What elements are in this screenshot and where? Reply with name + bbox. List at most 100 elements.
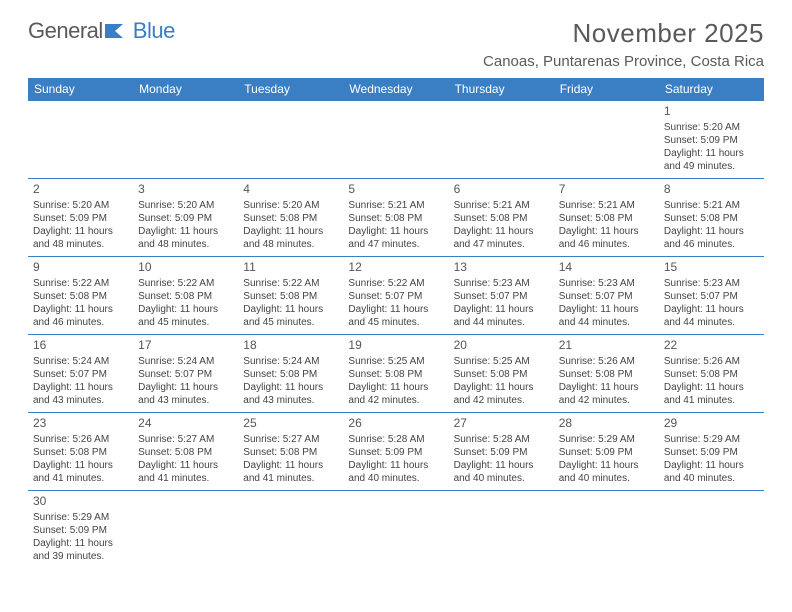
calendar-cell: 8Sunrise: 5:21 AMSunset: 5:08 PMDaylight… <box>659 179 764 257</box>
day-number: 30 <box>33 494 128 510</box>
calendar-cell: 20Sunrise: 5:25 AMSunset: 5:08 PMDayligh… <box>449 335 554 413</box>
calendar-cell: 9Sunrise: 5:22 AMSunset: 5:08 PMDaylight… <box>28 257 133 335</box>
calendar-cell: 21Sunrise: 5:26 AMSunset: 5:08 PMDayligh… <box>554 335 659 413</box>
day-header: Saturday <box>659 78 764 101</box>
day-number: 24 <box>138 416 233 432</box>
day-number: 7 <box>559 182 654 198</box>
day-info: Sunrise: 5:20 AMSunset: 5:09 PMDaylight:… <box>664 121 759 173</box>
day-number: 9 <box>33 260 128 276</box>
logo-text-1: General <box>28 18 103 44</box>
calendar-cell-empty <box>238 491 343 569</box>
day-number: 11 <box>243 260 338 276</box>
day-number: 26 <box>348 416 443 432</box>
calendar-cell: 25Sunrise: 5:27 AMSunset: 5:08 PMDayligh… <box>238 413 343 491</box>
day-number: 29 <box>664 416 759 432</box>
day-info: Sunrise: 5:20 AMSunset: 5:09 PMDaylight:… <box>33 199 128 251</box>
calendar-cell: 30Sunrise: 5:29 AMSunset: 5:09 PMDayligh… <box>28 491 133 569</box>
day-info: Sunrise: 5:29 AMSunset: 5:09 PMDaylight:… <box>664 433 759 485</box>
day-header: Monday <box>133 78 238 101</box>
day-number: 12 <box>348 260 443 276</box>
calendar-cell: 24Sunrise: 5:27 AMSunset: 5:08 PMDayligh… <box>133 413 238 491</box>
day-info: Sunrise: 5:22 AMSunset: 5:08 PMDaylight:… <box>243 277 338 329</box>
page-title: November 2025 <box>483 18 764 49</box>
day-number: 25 <box>243 416 338 432</box>
calendar-cell: 14Sunrise: 5:23 AMSunset: 5:07 PMDayligh… <box>554 257 659 335</box>
calendar-cell-empty <box>449 491 554 569</box>
day-number: 27 <box>454 416 549 432</box>
day-number: 23 <box>33 416 128 432</box>
calendar-cell: 22Sunrise: 5:26 AMSunset: 5:08 PMDayligh… <box>659 335 764 413</box>
day-number: 16 <box>33 338 128 354</box>
calendar-cell: 2Sunrise: 5:20 AMSunset: 5:09 PMDaylight… <box>28 179 133 257</box>
day-info: Sunrise: 5:27 AMSunset: 5:08 PMDaylight:… <box>138 433 233 485</box>
day-info: Sunrise: 5:21 AMSunset: 5:08 PMDaylight:… <box>559 199 654 251</box>
calendar-cell-empty <box>449 101 554 179</box>
calendar-cell: 26Sunrise: 5:28 AMSunset: 5:09 PMDayligh… <box>343 413 448 491</box>
day-info: Sunrise: 5:28 AMSunset: 5:09 PMDaylight:… <box>348 433 443 485</box>
day-header: Wednesday <box>343 78 448 101</box>
day-info: Sunrise: 5:22 AMSunset: 5:08 PMDaylight:… <box>138 277 233 329</box>
day-info: Sunrise: 5:22 AMSunset: 5:07 PMDaylight:… <box>348 277 443 329</box>
calendar-cell-empty <box>28 101 133 179</box>
day-info: Sunrise: 5:26 AMSunset: 5:08 PMDaylight:… <box>33 433 128 485</box>
day-info: Sunrise: 5:20 AMSunset: 5:08 PMDaylight:… <box>243 199 338 251</box>
day-number: 4 <box>243 182 338 198</box>
logo-text-2: Blue <box>133 18 175 44</box>
calendar-cell: 3Sunrise: 5:20 AMSunset: 5:09 PMDaylight… <box>133 179 238 257</box>
calendar-cell: 28Sunrise: 5:29 AMSunset: 5:09 PMDayligh… <box>554 413 659 491</box>
day-info: Sunrise: 5:25 AMSunset: 5:08 PMDaylight:… <box>348 355 443 407</box>
calendar-cell-empty <box>238 101 343 179</box>
header: General Blue November 2025 Canoas, Puntar… <box>28 18 764 70</box>
day-info: Sunrise: 5:20 AMSunset: 5:09 PMDaylight:… <box>138 199 233 251</box>
calendar-cell-empty <box>554 101 659 179</box>
day-info: Sunrise: 5:26 AMSunset: 5:08 PMDaylight:… <box>664 355 759 407</box>
day-header: Sunday <box>28 78 133 101</box>
day-info: Sunrise: 5:27 AMSunset: 5:08 PMDaylight:… <box>243 433 338 485</box>
flag-icon <box>105 22 131 40</box>
calendar-cell: 15Sunrise: 5:23 AMSunset: 5:07 PMDayligh… <box>659 257 764 335</box>
day-info: Sunrise: 5:21 AMSunset: 5:08 PMDaylight:… <box>348 199 443 251</box>
day-info: Sunrise: 5:22 AMSunset: 5:08 PMDaylight:… <box>33 277 128 329</box>
day-info: Sunrise: 5:21 AMSunset: 5:08 PMDaylight:… <box>664 199 759 251</box>
calendar-row: 16Sunrise: 5:24 AMSunset: 5:07 PMDayligh… <box>28 335 764 413</box>
day-number: 17 <box>138 338 233 354</box>
day-info: Sunrise: 5:29 AMSunset: 5:09 PMDaylight:… <box>33 511 128 563</box>
day-number: 21 <box>559 338 654 354</box>
day-number: 10 <box>138 260 233 276</box>
location-text: Canoas, Puntarenas Province, Costa Rica <box>483 53 764 70</box>
day-number: 19 <box>348 338 443 354</box>
calendar-cell-empty <box>133 101 238 179</box>
day-info: Sunrise: 5:28 AMSunset: 5:09 PMDaylight:… <box>454 433 549 485</box>
calendar-row: 30Sunrise: 5:29 AMSunset: 5:09 PMDayligh… <box>28 491 764 569</box>
day-info: Sunrise: 5:23 AMSunset: 5:07 PMDaylight:… <box>454 277 549 329</box>
day-number: 1 <box>664 104 759 120</box>
day-number: 15 <box>664 260 759 276</box>
calendar-cell: 4Sunrise: 5:20 AMSunset: 5:08 PMDaylight… <box>238 179 343 257</box>
day-info: Sunrise: 5:24 AMSunset: 5:07 PMDaylight:… <box>33 355 128 407</box>
calendar-cell: 19Sunrise: 5:25 AMSunset: 5:08 PMDayligh… <box>343 335 448 413</box>
day-info: Sunrise: 5:26 AMSunset: 5:08 PMDaylight:… <box>559 355 654 407</box>
calendar-cell: 11Sunrise: 5:22 AMSunset: 5:08 PMDayligh… <box>238 257 343 335</box>
day-info: Sunrise: 5:24 AMSunset: 5:08 PMDaylight:… <box>243 355 338 407</box>
day-info: Sunrise: 5:21 AMSunset: 5:08 PMDaylight:… <box>454 199 549 251</box>
calendar-row: 1Sunrise: 5:20 AMSunset: 5:09 PMDaylight… <box>28 101 764 179</box>
calendar-cell-empty <box>659 491 764 569</box>
day-info: Sunrise: 5:23 AMSunset: 5:07 PMDaylight:… <box>664 277 759 329</box>
calendar-cell: 7Sunrise: 5:21 AMSunset: 5:08 PMDaylight… <box>554 179 659 257</box>
calendar-row: 23Sunrise: 5:26 AMSunset: 5:08 PMDayligh… <box>28 413 764 491</box>
day-number: 8 <box>664 182 759 198</box>
day-info: Sunrise: 5:23 AMSunset: 5:07 PMDaylight:… <box>559 277 654 329</box>
day-header-row: SundayMondayTuesdayWednesdayThursdayFrid… <box>28 78 764 101</box>
day-info: Sunrise: 5:25 AMSunset: 5:08 PMDaylight:… <box>454 355 549 407</box>
day-number: 22 <box>664 338 759 354</box>
day-number: 6 <box>454 182 549 198</box>
calendar-cell: 1Sunrise: 5:20 AMSunset: 5:09 PMDaylight… <box>659 101 764 179</box>
day-number: 18 <box>243 338 338 354</box>
calendar-table: SundayMondayTuesdayWednesdayThursdayFrid… <box>28 78 764 569</box>
day-number: 14 <box>559 260 654 276</box>
logo: General Blue <box>28 18 175 44</box>
day-number: 13 <box>454 260 549 276</box>
calendar-cell: 17Sunrise: 5:24 AMSunset: 5:07 PMDayligh… <box>133 335 238 413</box>
calendar-cell: 16Sunrise: 5:24 AMSunset: 5:07 PMDayligh… <box>28 335 133 413</box>
day-info: Sunrise: 5:29 AMSunset: 5:09 PMDaylight:… <box>559 433 654 485</box>
